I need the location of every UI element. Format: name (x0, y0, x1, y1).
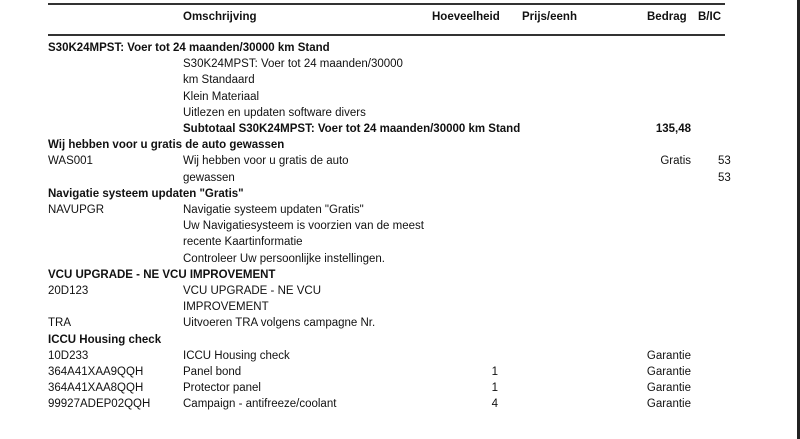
line-item: km Standaard (0, 72, 797, 88)
header-amount: Bedrag (647, 11, 687, 23)
section-heading: VCU UPGRADE - NE VCU IMPROVEMENT (0, 267, 797, 283)
section-title: Wij hebben voor u gratis de auto gewasse… (48, 139, 285, 152)
section-title: ICCU Housing check (48, 333, 162, 346)
item-description: Protector panel (183, 382, 261, 395)
subtotal-row: Subtotaal S30K24MPST: Voer tot 24 maande… (0, 121, 797, 137)
header-bic: B/IC (698, 11, 721, 23)
item-description: gewassen (183, 171, 235, 184)
item-description: Campaign - antifreeze/coolant (183, 398, 337, 411)
line-item: NAVUPGR Navigatie systeem updaten "Gratis… (0, 202, 797, 218)
item-amount: Garantie (646, 366, 691, 378)
item-quantity: 1 (491, 382, 498, 395)
line-item: Uitlezen en updaten software divers (0, 105, 797, 121)
line-item: 99927ADEP02QQH Campaign - antifreeze/cool… (0, 396, 797, 412)
subtotal-label: Subtotaal S30K24MPST: Voer tot 24 maande… (183, 123, 521, 135)
item-description: S30K24MPST: Voer tot 24 maanden/30000 (183, 58, 403, 71)
item-quantity: 1 (491, 366, 498, 378)
line-item: 20D123 VCU UPGRADE - NE VCU (0, 283, 797, 299)
header-rule (48, 34, 725, 36)
line-item: Uw Navigatiesysteem is voorzien van de m… (0, 218, 797, 234)
line-item: IMPROVEMENT (0, 299, 797, 315)
section-heading: ICCU Housing check (0, 332, 797, 348)
item-description: km Standaard (183, 74, 255, 87)
item-description: Wij hebben voor u gratis de auto (183, 155, 349, 168)
subtotal-amount: 135,48 (655, 123, 691, 135)
line-item: 10D233 ICCU Housing check Garantie (0, 348, 797, 364)
section-heading: Wij hebben voor u gratis de auto gewasse… (0, 137, 797, 153)
section-heading: Navigatie systeem updaten "Gratis" (0, 186, 797, 202)
item-quantity: 4 (491, 398, 498, 411)
line-item: gewassen 53 (0, 170, 797, 186)
item-amount: Gratis (660, 155, 691, 168)
item-description: Uitvoeren TRA volgens campagne Nr. (183, 317, 376, 330)
section-heading: S30K24MPST: Voer tot 24 maanden/30000 km… (0, 40, 797, 56)
item-code: WAS001 (48, 155, 93, 168)
header-description: Omschrijving (183, 11, 257, 23)
line-item: Klein Materiaal (0, 89, 797, 105)
item-code: 20D123 (48, 285, 89, 297)
item-code: 364A41XAA9QQH (48, 366, 144, 378)
page-edge (797, 0, 800, 439)
item-description: ICCU Housing check (183, 349, 290, 362)
line-item: WAS001 Wij hebben voor u gratis de auto Gr… (0, 153, 797, 169)
line-item: 364A41XAA9QQH Panel bond 1 Garantie (0, 364, 797, 380)
item-description: Panel bond (183, 366, 242, 378)
item-code: 99927ADEP02QQH (48, 398, 151, 411)
item-description: recente Kaartinformatie (183, 236, 303, 249)
item-description: Uw Navigatiesysteem is voorzien van de m… (183, 220, 424, 233)
item-description: Klein Materiaal (183, 90, 260, 103)
line-item: Controleer Uw persoonlijke instellingen. (0, 251, 797, 267)
section-title: S30K24MPST: Voer tot 24 maanden/30000 km… (48, 42, 330, 54)
line-item: 364A41XAA8QQH Protector panel 1 Garantie (0, 380, 797, 396)
item-code: TRA (48, 317, 71, 330)
item-code: 364A41XAA8QQH (48, 382, 144, 395)
section-title: VCU UPGRADE - NE VCU IMPROVEMENT (48, 268, 276, 281)
item-code: NAVUPGR (48, 204, 105, 216)
header-unit-price: Prijs/eenh (522, 11, 577, 23)
line-item: S30K24MPST: Voer tot 24 maanden/30000 (0, 56, 797, 72)
item-amount: Garantie (646, 349, 691, 362)
section-title: Navigatie systeem updaten "Gratis" (48, 187, 244, 200)
header-quantity: Hoeveelheid (432, 11, 500, 23)
item-amount: Garantie (646, 398, 691, 411)
item-code: 10D233 (48, 349, 89, 362)
item-description: Uitlezen en updaten software divers (183, 106, 366, 119)
item-description: VCU UPGRADE - NE VCU (183, 285, 322, 297)
top-rule (48, 3, 725, 5)
item-description: Navigatie systeem updaten "Gratis" (183, 204, 364, 216)
item-description: IMPROVEMENT (183, 301, 269, 314)
line-item: TRA Uitvoeren TRA volgens campagne Nr. (0, 315, 797, 331)
line-item: recente Kaartinformatie (0, 234, 797, 250)
item-bic: 53 (718, 171, 731, 184)
item-description: Controleer Uw persoonlijke instellingen. (183, 252, 385, 265)
item-bic: 53 (718, 155, 731, 168)
item-amount: Garantie (646, 382, 691, 395)
